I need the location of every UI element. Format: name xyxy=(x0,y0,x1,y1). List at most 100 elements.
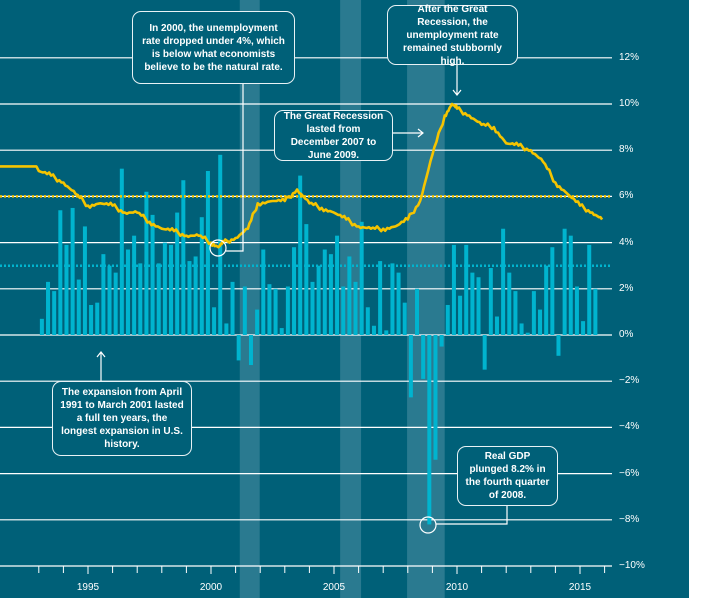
gdp-bar xyxy=(261,249,266,335)
gdp-bar xyxy=(101,254,106,335)
gdp-bar xyxy=(519,323,524,335)
gdp-bar xyxy=(421,335,426,379)
gdp-bar xyxy=(199,217,204,335)
gdp-bar xyxy=(562,228,567,335)
gdp-bar xyxy=(482,335,487,370)
annotation-stubbornly-high: After the Great Recession, the unemploym… xyxy=(387,4,518,67)
gdp-bar xyxy=(538,309,543,335)
gdp-bar xyxy=(113,272,118,335)
annotation-great-recession: The Great Recession lasted from December… xyxy=(274,110,393,161)
y-tick-label: 2% xyxy=(619,282,634,294)
gdp-bar xyxy=(224,323,229,335)
annotation-expansion: The expansion from April 1991 to March 2… xyxy=(52,381,192,456)
x-tick-label: 2010 xyxy=(445,582,469,593)
y-tick-label: −4% xyxy=(619,421,640,433)
gdp-bar xyxy=(70,207,75,335)
gdp-bar xyxy=(292,247,297,335)
gdp-bar xyxy=(316,265,321,335)
gdp-bar xyxy=(507,272,512,335)
x-tick-label: 2005 xyxy=(322,582,346,593)
recession-band xyxy=(407,0,445,598)
gdp-bar xyxy=(581,321,586,335)
gdp-bar xyxy=(107,265,112,335)
gdp-bar xyxy=(125,249,130,335)
gdp-bar xyxy=(212,307,217,335)
gdp-bar xyxy=(488,268,493,335)
arrow-right-head xyxy=(417,128,424,138)
gdp-bar xyxy=(501,228,506,335)
gdp-bar xyxy=(89,304,94,335)
x-tick-label: 2015 xyxy=(568,582,592,593)
gdp-bar xyxy=(593,288,598,335)
gdp-bar xyxy=(384,330,389,335)
y-tick-label: 0% xyxy=(619,329,634,340)
arrow-down-head xyxy=(452,89,462,96)
gdp-bar xyxy=(365,307,370,335)
gdp-bar xyxy=(242,286,247,335)
gdp-bar xyxy=(76,279,81,335)
gdp-bar xyxy=(52,291,57,335)
arrow-up-head xyxy=(96,351,106,358)
gdp-bar xyxy=(298,175,303,335)
gdp-bar xyxy=(587,244,592,335)
gdp-bar xyxy=(470,272,475,335)
gdp-bar xyxy=(568,235,573,335)
gdp-bar xyxy=(439,335,444,347)
gdp-bar xyxy=(150,214,155,335)
y-tick-label: −10% xyxy=(619,560,645,571)
gdp-bar xyxy=(95,302,100,335)
highlight-circle xyxy=(419,516,437,534)
gdp-bar xyxy=(39,318,44,335)
gdp-bar xyxy=(556,335,561,356)
y-tick-label: 10% xyxy=(619,98,640,109)
gdp-bar xyxy=(132,235,137,335)
gdp-bar xyxy=(162,242,167,335)
gdp-bar xyxy=(304,224,309,335)
gdp-bar xyxy=(285,286,290,335)
gdp-bar xyxy=(464,244,469,335)
gdp-bar xyxy=(156,263,161,335)
gdp-bar xyxy=(64,244,69,335)
annotation-leader xyxy=(436,506,508,525)
gdp-bar xyxy=(433,335,438,460)
gdp-bar xyxy=(458,295,463,335)
gdp-bar xyxy=(267,284,272,335)
y-tick-label: −2% xyxy=(619,375,640,387)
gdp-bar xyxy=(427,335,432,525)
gdp-bar xyxy=(335,235,340,335)
gdp-bar xyxy=(58,210,63,335)
y-tick-label: −8% xyxy=(619,513,640,525)
gdp-bar xyxy=(46,281,51,335)
x-tick-label: 1995 xyxy=(76,582,100,593)
gdp-bar xyxy=(574,286,579,335)
gdp-bar xyxy=(119,168,124,335)
gdp-bar xyxy=(494,316,499,335)
gdp-bar xyxy=(273,288,278,335)
gdp-bar xyxy=(328,254,333,335)
annotation-leader xyxy=(226,84,244,252)
gdp-bar xyxy=(138,263,143,335)
highlight-circle xyxy=(209,239,227,257)
gdp-bar xyxy=(445,304,450,335)
gdp-bar xyxy=(144,191,149,335)
gdp-bar xyxy=(371,325,376,335)
gdp-bar xyxy=(378,261,383,335)
gdp-bar xyxy=(181,180,186,335)
gdp-bar xyxy=(175,212,180,335)
y-tick-label: −6% xyxy=(619,467,640,479)
gdp-bar xyxy=(390,263,395,335)
gdp-bar xyxy=(82,226,87,335)
recession-band xyxy=(239,0,260,598)
y-tick-label: 8% xyxy=(619,144,634,156)
gdp-bar xyxy=(550,247,555,335)
gdp-bar xyxy=(513,291,518,335)
gdp-bar xyxy=(544,265,549,335)
y-tick-label: 4% xyxy=(619,236,634,248)
gdp-bar xyxy=(531,291,536,335)
gdp-bar xyxy=(169,244,174,335)
y-tick-label: 12% xyxy=(619,51,640,63)
gdp-bar xyxy=(236,335,241,361)
gdp-bar xyxy=(310,281,315,335)
gdp-bar xyxy=(359,221,364,335)
